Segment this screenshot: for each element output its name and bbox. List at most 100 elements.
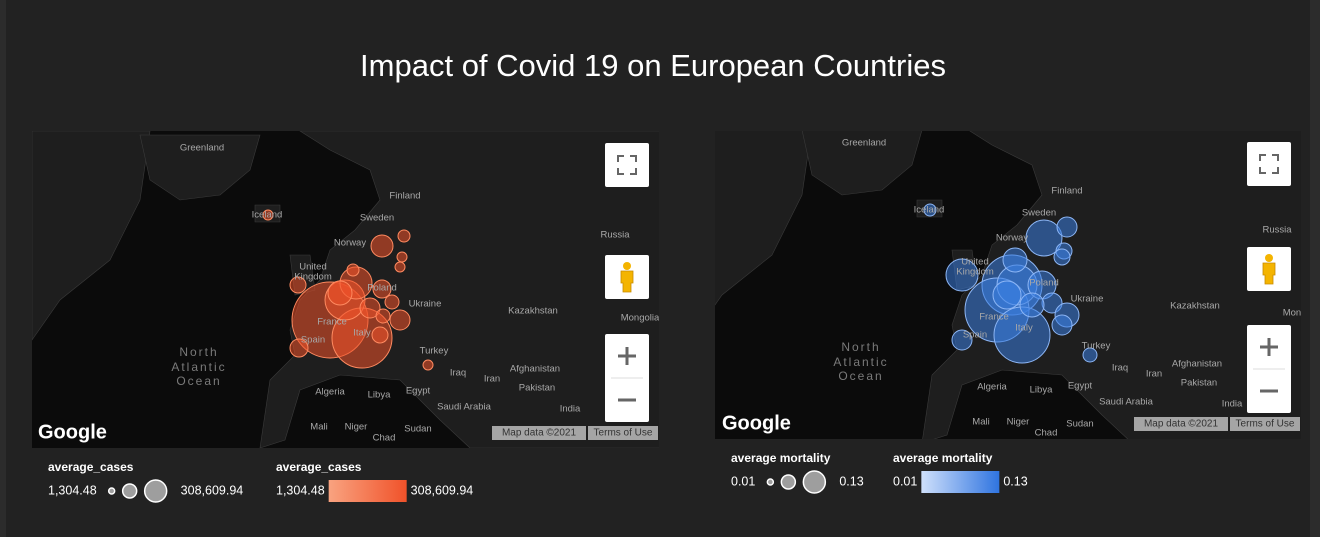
pegman-body: [1262, 262, 1276, 285]
map-label: Norway: [334, 238, 366, 249]
fullscreen-icon: [617, 155, 637, 175]
map-label: Niger: [345, 422, 368, 433]
map-bubble[interactable]: [1002, 247, 1028, 273]
map-label: Egypt: [1068, 381, 1093, 392]
color-legend-title: average mortality: [893, 451, 993, 465]
fullscreen-button[interactable]: [605, 143, 649, 187]
map-bubble[interactable]: [389, 309, 411, 331]
map-label: Finland: [1051, 186, 1082, 197]
terms-link[interactable]: Terms of Use: [1236, 419, 1295, 430]
map[interactable]: Greenland Iceland Finland Sweden Norway Russi…: [0, 120, 700, 460]
map-label: Turkey: [420, 346, 449, 357]
map-label: Iran: [1146, 369, 1162, 380]
map-bubble[interactable]: [371, 326, 389, 344]
map-bubble[interactable]: [346, 263, 360, 277]
map-bubble[interactable]: [394, 261, 406, 273]
map-label: Atlantic: [171, 360, 226, 374]
map-label: Saudi Arabia: [1099, 397, 1154, 408]
size-legend-circle: [780, 474, 797, 490]
map-label: United: [961, 257, 988, 268]
map-bubble[interactable]: [372, 279, 392, 299]
zoom-in[interactable]: [618, 347, 636, 365]
google-logo: Google: [38, 421, 107, 443]
map-bubble[interactable]: [396, 251, 408, 263]
map-label: Kazakhstan: [1170, 301, 1220, 312]
map-label: United: [299, 262, 326, 273]
map-label: Algeria: [977, 382, 1007, 393]
map-bubble[interactable]: [384, 294, 400, 310]
map-bubble[interactable]: [1019, 292, 1045, 318]
color-legend-gradient: [328, 480, 407, 502]
map-label: Iraq: [1112, 363, 1128, 374]
map-label: Ukraine: [1071, 294, 1104, 305]
size-legend-circle: [107, 487, 116, 495]
map-bubble[interactable]: [289, 276, 307, 294]
map-label: Egypt: [406, 386, 431, 397]
map-label: Afghanistan: [510, 364, 560, 375]
map-bubble[interactable]: [1053, 248, 1071, 266]
map-bubble[interactable]: [370, 234, 394, 258]
map-label: Russia: [1262, 225, 1292, 236]
map-bubble[interactable]: [1056, 216, 1078, 238]
map-label: Chad: [1035, 428, 1058, 439]
map-label: Russia: [600, 230, 630, 241]
map-label: Italy: [1015, 323, 1033, 334]
map[interactable]: Greenland Iceland Finland Sweden Norway Russi…: [662, 115, 1320, 455]
attribution: Map data ©2021: [1144, 419, 1219, 430]
color-legend-max: 0.13: [1003, 474, 1027, 488]
color-legend-title: average_cases: [276, 460, 362, 474]
map-bubble[interactable]: [992, 280, 1022, 310]
map-label: Italy: [353, 328, 371, 339]
map-bubble[interactable]: [1025, 219, 1063, 257]
map-bubble[interactable]: [923, 203, 937, 217]
map-label: Kingdom: [294, 272, 332, 283]
size-legend-title: average_cases: [48, 460, 134, 474]
map-land: [32, 131, 151, 341]
map-bubble[interactable]: [375, 308, 391, 324]
map-bubble[interactable]: [1082, 347, 1098, 363]
pegman-body: [620, 270, 634, 293]
map-label: Turkey: [1082, 341, 1111, 352]
terms-link[interactable]: Terms of Use: [594, 428, 653, 439]
map-bubble[interactable]: [327, 280, 353, 306]
zoom-in[interactable]: [1260, 338, 1278, 356]
map-label: Sudan: [1066, 419, 1093, 430]
attribution-box: [492, 426, 586, 440]
size-legend-title: average mortality: [731, 451, 831, 465]
map-label: Iran: [484, 374, 500, 385]
map-bubble[interactable]: [289, 338, 309, 358]
map-label: Greenland: [842, 138, 886, 149]
map-label: Kazakhstan: [508, 306, 558, 317]
fullscreen-button[interactable]: [1247, 142, 1291, 186]
size-legend-circle: [121, 483, 138, 499]
size-legend-circle: [766, 478, 775, 486]
size-legend-min: 0.01: [731, 474, 755, 488]
map-label: Saudi Arabia: [437, 402, 492, 413]
map-label: Iraq: [450, 368, 466, 379]
map-label: Pakistan: [1181, 378, 1217, 389]
map-label: Algeria: [315, 387, 345, 398]
map-bubble[interactable]: [951, 329, 973, 351]
map-label: Kingdom: [956, 267, 994, 278]
fullscreen-icon: [1259, 154, 1279, 174]
map-label: Mali: [972, 417, 989, 428]
map-bubble[interactable]: [262, 209, 274, 221]
map-bubble[interactable]: [1051, 314, 1073, 336]
map-label: Chad: [373, 433, 396, 444]
color-legend-gradient: [921, 471, 1000, 493]
map-label: Norway: [996, 233, 1028, 244]
map-label: Sudan: [404, 424, 431, 435]
map-label: Atlantic: [833, 355, 888, 369]
map-label: India: [1222, 399, 1243, 410]
map-bubble[interactable]: [422, 359, 434, 371]
map-bubble[interactable]: [945, 258, 979, 292]
map-label: France: [979, 312, 1009, 323]
map-label: Niger: [1007, 417, 1030, 428]
map-land: [715, 131, 812, 306]
map-label: Greenland: [180, 143, 224, 154]
map-land: [139, 134, 261, 201]
map-bubble[interactable]: [397, 229, 411, 243]
map-label: Spain: [963, 330, 987, 341]
map-label: India: [560, 404, 581, 415]
map-bubble[interactable]: [359, 297, 381, 319]
